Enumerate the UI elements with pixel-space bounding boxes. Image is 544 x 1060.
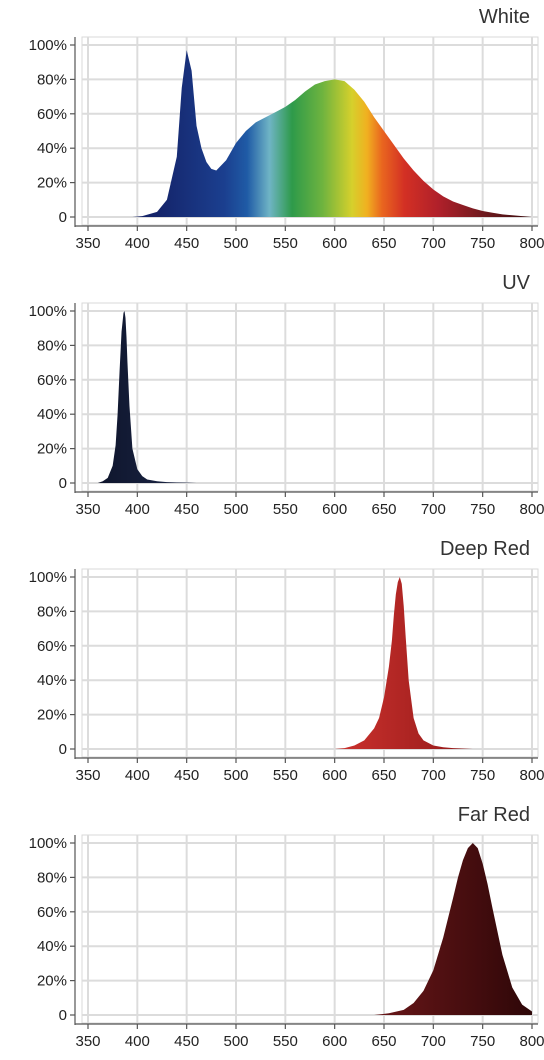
chart-uv: 350 400 450 500 550 600 650 700 750 800 0 20% 40% 60%… <box>0 266 544 528</box>
chart-white-svg: 350 400 450 500 550 600 650 700 750 800 0 20% 40% 60%… <box>0 0 544 262</box>
y-tick-label: 0 <box>59 475 67 492</box>
chart-title-uv: UV <box>502 272 530 295</box>
plot-frame <box>82 569 538 757</box>
x-tick-label: 800 <box>519 767 544 784</box>
x-tick-label: 700 <box>421 501 446 518</box>
x-tick-label: 450 <box>174 767 199 784</box>
plot-frame <box>82 303 538 491</box>
y-tick-label: 60% <box>37 638 67 655</box>
y-tick-label: 100% <box>29 37 67 54</box>
x-tick-label: 750 <box>470 235 495 252</box>
chart-uv-svg: 350 400 450 500 550 600 650 700 750 800 0 20% 40% 60%… <box>0 266 544 528</box>
x-tick-label: 750 <box>470 767 495 784</box>
y-tick-label: 20% <box>37 707 67 724</box>
chart-deep-red-svg: 350 400 450 500 550 600 650 700 750 800 0 20% 40% 60%… <box>0 532 544 794</box>
x-tick-label: 650 <box>371 767 396 784</box>
y-tick-label: 80% <box>37 337 67 354</box>
chart-title-white: White <box>479 6 530 29</box>
x-tick-label: 400 <box>125 235 150 252</box>
x-tick-label: 600 <box>322 235 347 252</box>
x-tick-label: 350 <box>75 767 100 784</box>
x-tick-label: 800 <box>519 1033 544 1050</box>
y-tick-label: 80% <box>37 869 67 886</box>
y-tick-label: 100% <box>29 835 67 852</box>
x-tick-label: 400 <box>125 501 150 518</box>
x-tick-label: 500 <box>223 767 248 784</box>
x-tick-label: 700 <box>421 235 446 252</box>
chart-white: 350 400 450 500 550 600 650 700 750 800 0 20% 40% 60%… <box>0 0 544 262</box>
chart-far-red: 350 400 450 500 550 600 650 700 750 800 0 20% 40% 60%… <box>0 798 544 1060</box>
x-tick-label: 500 <box>223 235 248 252</box>
x-tick-label: 800 <box>519 235 544 252</box>
y-tick-label: 60% <box>37 106 67 123</box>
chart-far-red-svg: 350 400 450 500 550 600 650 700 750 800 0 20% 40% 60%… <box>0 798 544 1060</box>
x-tick-label: 500 <box>223 501 248 518</box>
x-tick-label: 450 <box>174 235 199 252</box>
x-tick-label: 550 <box>273 1033 298 1050</box>
chart-title-far-red: Far Red <box>458 804 530 827</box>
chart-title-deep-red: Deep Red <box>440 538 530 561</box>
y-tick-label: 80% <box>37 603 67 620</box>
y-tick-label: 40% <box>37 140 67 157</box>
x-tick-label: 550 <box>273 235 298 252</box>
x-tick-label: 600 <box>322 501 347 518</box>
x-tick-label: 450 <box>174 501 199 518</box>
y-tick-label: 60% <box>37 904 67 921</box>
x-tick-label: 550 <box>273 767 298 784</box>
x-tick-label: 650 <box>371 501 396 518</box>
x-tick-label: 800 <box>519 501 544 518</box>
x-tick-label: 350 <box>75 1033 100 1050</box>
x-tick-label: 400 <box>125 767 150 784</box>
y-tick-label: 40% <box>37 406 67 423</box>
chart-deep-red: 350 400 450 500 550 600 650 700 750 800 0 20% 40% 60%… <box>0 532 544 794</box>
y-tick-label: 100% <box>29 569 67 586</box>
y-tick-label: 0 <box>59 1007 67 1024</box>
x-tick-label: 600 <box>322 1033 347 1050</box>
x-tick-label: 350 <box>75 235 100 252</box>
y-tick-label: 60% <box>37 372 67 389</box>
x-tick-label: 600 <box>322 767 347 784</box>
y-tick-label: 100% <box>29 303 67 320</box>
x-tick-label: 750 <box>470 501 495 518</box>
x-tick-label: 700 <box>421 767 446 784</box>
y-tick-label: 0 <box>59 209 67 226</box>
x-tick-label: 400 <box>125 1033 150 1050</box>
x-tick-label: 500 <box>223 1033 248 1050</box>
y-tick-label: 20% <box>37 175 67 192</box>
y-tick-label: 0 <box>59 741 67 758</box>
x-tick-label: 350 <box>75 501 100 518</box>
y-tick-label: 40% <box>37 938 67 955</box>
x-tick-label: 700 <box>421 1033 446 1050</box>
x-tick-label: 650 <box>371 235 396 252</box>
y-tick-label: 20% <box>37 973 67 990</box>
x-tick-label: 450 <box>174 1033 199 1050</box>
y-tick-label: 40% <box>37 672 67 689</box>
x-tick-label: 650 <box>371 1033 396 1050</box>
x-tick-label: 550 <box>273 501 298 518</box>
y-tick-label: 80% <box>37 71 67 88</box>
y-tick-label: 20% <box>37 441 67 458</box>
x-tick-label: 750 <box>470 1033 495 1050</box>
